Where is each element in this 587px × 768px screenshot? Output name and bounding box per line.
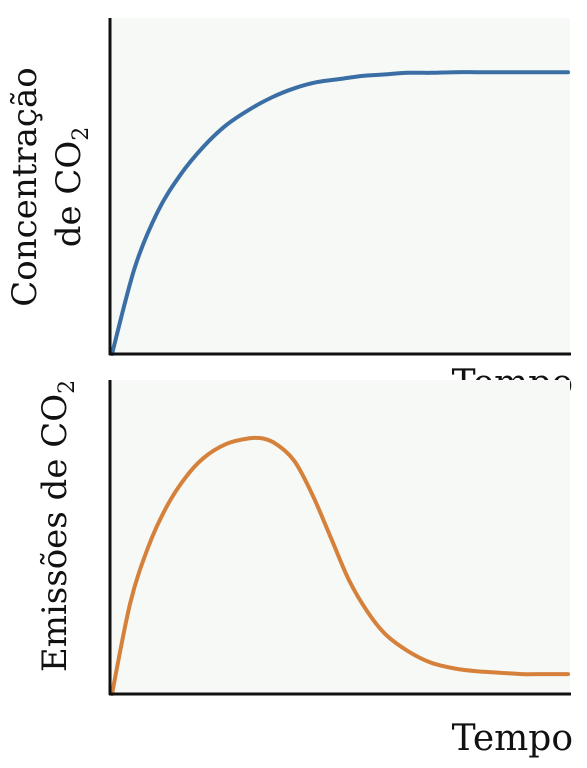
series-group [110, 70, 570, 356]
y-axis-label-text: Emissões de CO [35, 394, 75, 672]
series-group [110, 435, 570, 696]
plot-background [110, 18, 570, 353]
series-line [110, 435, 570, 696]
series-line [110, 70, 570, 356]
x-axis-label: Tempo [452, 718, 573, 759]
y-axis-label-text: de CO [49, 141, 89, 248]
concentration-chart: Concentração de CO2 Tempo [5, 18, 573, 400]
y-axis-label-line2: de CO2 [49, 127, 94, 248]
concentration-chart-panel: Concentração de CO2 Tempo [5, 18, 573, 400]
y-axis-label: Emissões de CO2 [35, 380, 80, 672]
emissions-chart: Emissões de CO2 Tempo [35, 380, 573, 759]
emissions-chart-panel: Emissões de CO2 Tempo [0, 380, 587, 768]
y-axis-label-subscript: 2 [55, 380, 80, 394]
y-axis-label-line1: Concentração [5, 67, 45, 306]
plot-background [110, 380, 570, 692]
y-axis-label-subscript: 2 [69, 127, 94, 141]
